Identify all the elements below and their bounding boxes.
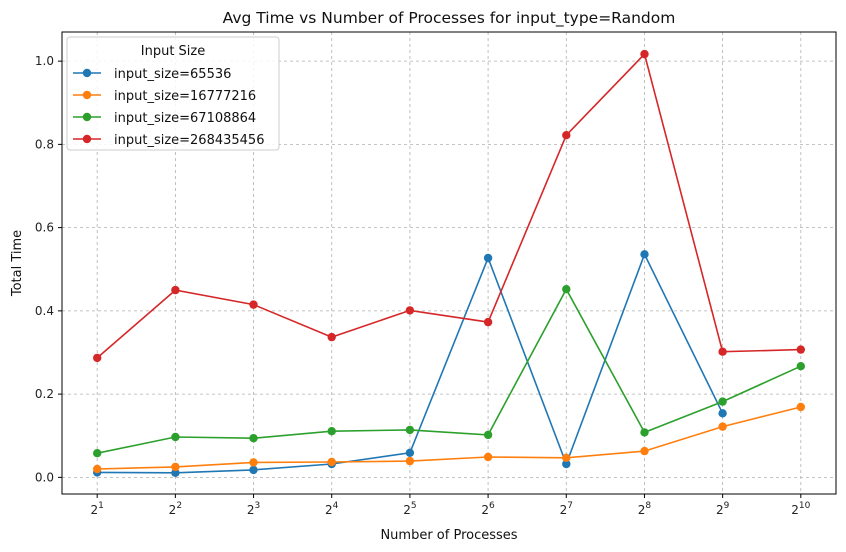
series-line-2 [97, 287, 802, 454]
data-point [640, 446, 649, 456]
y-tick-label: 0.0 [35, 470, 54, 484]
data-point [483, 317, 493, 327]
data-point [171, 462, 180, 472]
plot-frame [61, 31, 837, 495]
data-point [93, 353, 102, 363]
legend-title: Input Size [141, 44, 205, 59]
data-point [640, 428, 649, 437]
data-point [249, 434, 258, 443]
y-tick-label: 1.0 [35, 54, 54, 68]
data-point [562, 453, 571, 462]
data-point [640, 49, 649, 59]
data-point [483, 253, 493, 263]
legend-items: input_size=65536 input_size=16777216input… [73, 67, 264, 148]
data-point [249, 300, 258, 309]
data-point [93, 464, 102, 474]
series-line-3 [96, 52, 801, 359]
legend-entry-label: input_size=268435456 [114, 133, 264, 148]
x-tick-label: 29 [716, 501, 730, 517]
x-axis-ticks: 21 22 23 24 25 26 27 28 29 210 [90, 494, 811, 517]
x-tick-label: 25 [403, 501, 416, 517]
data-point [405, 456, 415, 466]
data-point [718, 409, 727, 418]
data-point [562, 459, 571, 469]
x-tick-label: 23 [247, 501, 260, 517]
data-point [171, 285, 180, 295]
legend-swatch-marker [82, 90, 92, 100]
y-tick-label: 0.6 [35, 221, 54, 235]
x-tick-label: 21 [90, 501, 103, 517]
data-point [796, 345, 805, 354]
x-tick-label: 26 [481, 501, 495, 517]
data-point [93, 449, 102, 458]
data-point [405, 425, 415, 435]
data-point [796, 402, 805, 412]
y-tick-label: 0.2 [35, 387, 54, 401]
data-point [718, 347, 727, 356]
data-point [405, 306, 415, 315]
y-tick-label: 0.4 [35, 304, 54, 318]
data-point [327, 427, 336, 436]
data-point [405, 448, 415, 457]
data-point [640, 250, 649, 259]
legend: Input Size input_size=65536 input_size=16… [66, 36, 280, 151]
data-point [483, 430, 493, 440]
legend-entry-label: input_size=65536 [114, 67, 231, 82]
y-axis-ticks: 0.0 0.2 0.4 0.6 0.8 1.0 [35, 54, 62, 484]
x-tick-label: 210 [791, 501, 810, 517]
legend-swatch-marker [82, 134, 92, 144]
data-point [327, 457, 336, 467]
x-tick-label: 22 [169, 501, 182, 517]
x-tick-label: 28 [638, 501, 652, 517]
x-axis-label: Number of Processes [380, 528, 517, 543]
legend-entry-label: input_size=16777216 [114, 89, 256, 104]
data-point [796, 362, 805, 371]
data-point [718, 397, 727, 406]
legend-entry-label: input_size=67108864 [114, 111, 256, 126]
legend-box [66, 36, 280, 151]
legend-swatch-marker [82, 68, 92, 78]
data-point [327, 332, 336, 342]
data-point [718, 422, 727, 431]
y-tick-label: 0.8 [35, 137, 54, 151]
legend-swatch-marker [82, 112, 92, 122]
data-point [483, 452, 493, 462]
data-point [249, 465, 258, 475]
series-layer [93, 49, 805, 477]
data-point [562, 131, 571, 140]
data-point [562, 285, 571, 294]
chart-title: Avg Time vs Number of Processes for inpu… [223, 9, 676, 28]
data-point [171, 468, 180, 477]
data-point [171, 432, 180, 442]
x-tick-label: 24 [325, 501, 339, 517]
series-line-1 [97, 406, 801, 470]
data-point [249, 458, 258, 467]
x-tick-label: 27 [560, 501, 573, 517]
y-axis-label: Total Time [10, 230, 25, 297]
